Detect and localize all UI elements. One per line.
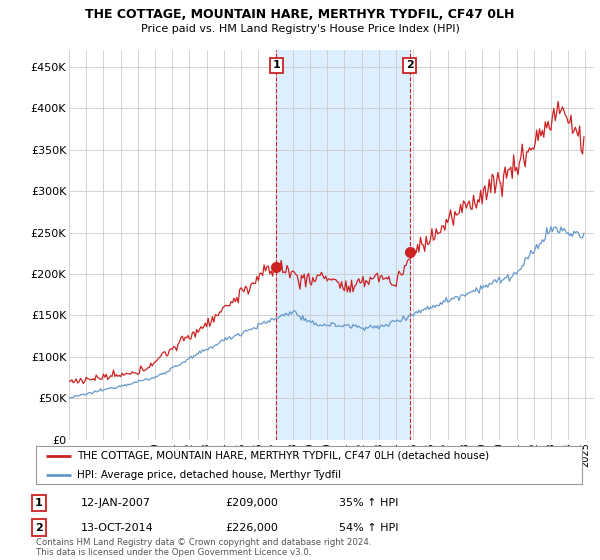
Text: HPI: Average price, detached house, Merthyr Tydfil: HPI: Average price, detached house, Mert… bbox=[77, 470, 341, 480]
Text: 2: 2 bbox=[35, 522, 43, 533]
Text: £209,000: £209,000 bbox=[225, 498, 278, 508]
Text: 1: 1 bbox=[35, 498, 43, 508]
Text: 1: 1 bbox=[272, 60, 280, 71]
Text: 2: 2 bbox=[406, 60, 413, 71]
Text: 13-OCT-2014: 13-OCT-2014 bbox=[81, 522, 154, 533]
Text: Contains HM Land Registry data © Crown copyright and database right 2024.
This d: Contains HM Land Registry data © Crown c… bbox=[36, 538, 371, 557]
Text: 35% ↑ HPI: 35% ↑ HPI bbox=[339, 498, 398, 508]
Text: £226,000: £226,000 bbox=[225, 522, 278, 533]
Text: 54% ↑ HPI: 54% ↑ HPI bbox=[339, 522, 398, 533]
Text: 12-JAN-2007: 12-JAN-2007 bbox=[81, 498, 151, 508]
Bar bbox=[276, 50, 410, 440]
Text: THE COTTAGE, MOUNTAIN HARE, MERTHYR TYDFIL, CF47 0LH (detached house): THE COTTAGE, MOUNTAIN HARE, MERTHYR TYDF… bbox=[77, 451, 489, 461]
Text: THE COTTAGE, MOUNTAIN HARE, MERTHYR TYDFIL, CF47 0LH: THE COTTAGE, MOUNTAIN HARE, MERTHYR TYDF… bbox=[85, 8, 515, 21]
Text: Price paid vs. HM Land Registry's House Price Index (HPI): Price paid vs. HM Land Registry's House … bbox=[140, 24, 460, 34]
